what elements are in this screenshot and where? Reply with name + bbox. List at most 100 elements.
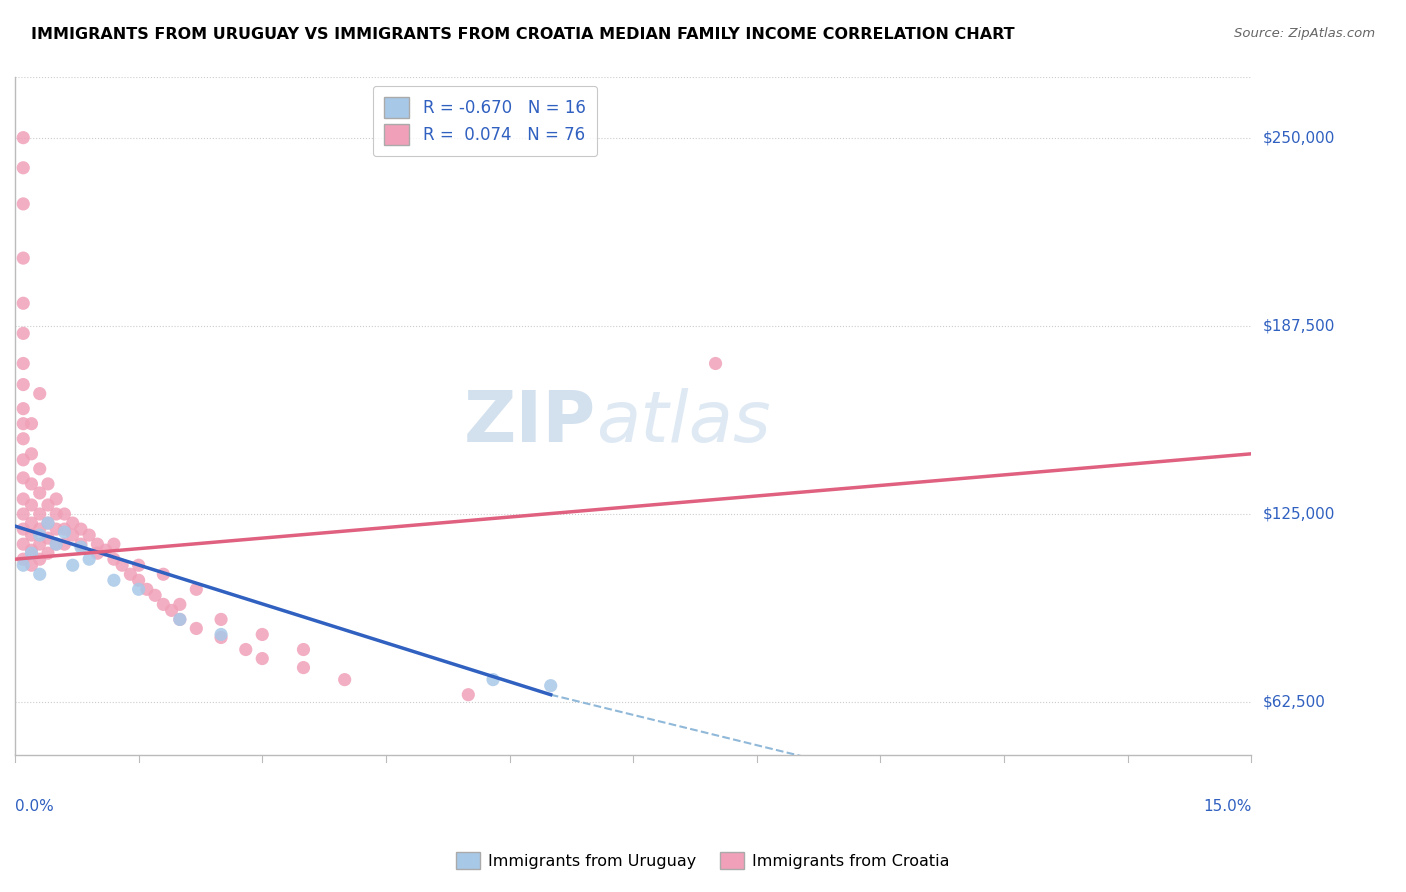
Point — [13, 401, 35, 416]
Point — [13, 552, 35, 566]
Point — [28, 522, 51, 536]
Point — [94, 543, 117, 558]
Point — [13, 471, 35, 485]
Point — [128, 558, 150, 573]
Point — [20, 417, 42, 431]
Point — [86, 546, 108, 560]
Point — [20, 516, 42, 530]
Point — [135, 582, 157, 597]
Text: Source: ZipAtlas.com: Source: ZipAtlas.com — [1234, 27, 1375, 40]
Point — [28, 507, 51, 521]
Point — [53, 525, 76, 540]
Point — [70, 540, 93, 554]
Point — [292, 642, 315, 657]
Point — [28, 486, 51, 500]
Legend: Immigrants from Uruguay, Immigrants from Croatia: Immigrants from Uruguay, Immigrants from… — [450, 846, 956, 875]
Point — [37, 477, 59, 491]
Point — [186, 582, 208, 597]
Point — [20, 528, 42, 542]
Point — [13, 558, 35, 573]
Point — [45, 491, 67, 506]
Text: atlas: atlas — [596, 388, 770, 458]
Point — [20, 558, 42, 573]
Point — [77, 528, 100, 542]
Point — [70, 522, 93, 536]
Point — [128, 582, 150, 597]
Point — [13, 161, 35, 175]
Point — [37, 546, 59, 560]
Point — [62, 516, 84, 530]
Point — [13, 522, 35, 536]
Point — [20, 498, 42, 512]
Point — [13, 377, 35, 392]
Point — [62, 558, 84, 573]
Point — [13, 491, 35, 506]
Point — [53, 537, 76, 551]
Point — [540, 679, 562, 693]
Point — [20, 543, 42, 558]
Point — [169, 598, 191, 612]
Point — [704, 356, 727, 370]
Point — [77, 552, 100, 566]
Point — [28, 567, 51, 582]
Point — [209, 627, 232, 641]
Point — [13, 537, 35, 551]
Point — [13, 130, 35, 145]
Text: $187,500: $187,500 — [1263, 318, 1334, 334]
Point — [13, 356, 35, 370]
Point — [169, 612, 191, 626]
Text: $125,000: $125,000 — [1263, 507, 1334, 522]
Point — [37, 516, 59, 530]
Point — [333, 673, 356, 687]
Point — [111, 558, 134, 573]
Point — [37, 516, 59, 530]
Point — [13, 507, 35, 521]
Point — [209, 612, 232, 626]
Point — [235, 642, 257, 657]
Point — [70, 537, 93, 551]
Point — [45, 522, 67, 536]
Point — [103, 552, 125, 566]
Point — [13, 251, 35, 265]
Point — [482, 673, 505, 687]
Point — [86, 537, 108, 551]
Point — [20, 546, 42, 560]
Point — [13, 197, 35, 211]
Point — [45, 507, 67, 521]
Point — [143, 588, 166, 602]
Point — [160, 603, 183, 617]
Point — [13, 417, 35, 431]
Point — [13, 296, 35, 310]
Point — [53, 507, 76, 521]
Point — [20, 477, 42, 491]
Point — [252, 651, 274, 665]
Point — [28, 537, 51, 551]
Point — [28, 386, 51, 401]
Point — [152, 598, 174, 612]
Point — [128, 574, 150, 588]
Point — [13, 453, 35, 467]
Point — [28, 552, 51, 566]
Text: 0.0%: 0.0% — [15, 799, 53, 814]
Point — [45, 537, 67, 551]
Point — [13, 326, 35, 341]
Legend: R = -0.670   N = 16, R =  0.074   N = 76: R = -0.670 N = 16, R = 0.074 N = 76 — [373, 86, 598, 156]
Point — [209, 631, 232, 645]
Point — [20, 447, 42, 461]
Point — [53, 522, 76, 536]
Point — [252, 627, 274, 641]
Point — [45, 537, 67, 551]
Point — [37, 531, 59, 545]
Text: ZIP: ZIP — [464, 388, 596, 458]
Point — [62, 528, 84, 542]
Point — [457, 688, 479, 702]
Point — [28, 528, 51, 542]
Point — [37, 498, 59, 512]
Point — [103, 574, 125, 588]
Point — [292, 660, 315, 674]
Point — [103, 537, 125, 551]
Point — [152, 567, 174, 582]
Point — [28, 462, 51, 476]
Text: IMMIGRANTS FROM URUGUAY VS IMMIGRANTS FROM CROATIA MEDIAN FAMILY INCOME CORRELAT: IMMIGRANTS FROM URUGUAY VS IMMIGRANTS FR… — [31, 27, 1015, 42]
Point — [186, 622, 208, 636]
